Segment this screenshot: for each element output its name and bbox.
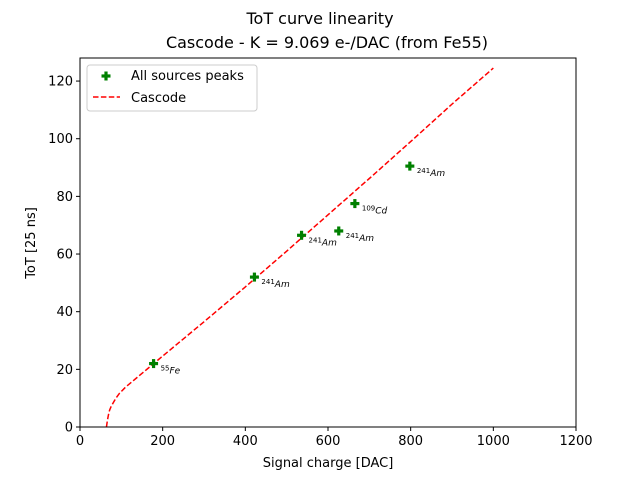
x-tick-label: 1200 bbox=[559, 434, 592, 449]
cascode-curve bbox=[105, 67, 494, 428]
points-layer bbox=[149, 161, 415, 369]
curve-layer bbox=[105, 67, 494, 428]
y-tick-label: 40 bbox=[56, 305, 73, 320]
legend-marker-plus bbox=[101, 71, 111, 81]
data-point-0 bbox=[149, 359, 159, 369]
x-tick-label: 1000 bbox=[477, 434, 510, 449]
point-annotation-3: 241Am bbox=[346, 232, 375, 244]
x-tick-label: 600 bbox=[316, 434, 341, 449]
x-axis-ticks: 0 200 400 600 800 1000 1200 bbox=[76, 427, 593, 449]
y-tick-label: 120 bbox=[48, 75, 73, 90]
annotations-layer: 55Fe 241Am 241Am 241Am 109Cd 241Am bbox=[161, 167, 446, 376]
legend: All sources peaks Cascode bbox=[86, 64, 258, 112]
data-point-5 bbox=[405, 161, 415, 171]
data-point-2 bbox=[297, 230, 307, 240]
y-tick-label: 80 bbox=[56, 190, 73, 205]
legend-label-peaks: All sources peaks bbox=[131, 69, 244, 84]
point-annotation-4: 109Cd bbox=[362, 205, 388, 217]
y-tick-label: 20 bbox=[56, 363, 73, 378]
legend-plus-glyph bbox=[101, 71, 111, 81]
point-annotation-5: 241Am bbox=[417, 167, 446, 179]
chart-title: ToT curve linearity bbox=[245, 9, 393, 28]
data-point-3 bbox=[334, 226, 344, 236]
x-tick-label: 0 bbox=[76, 434, 84, 449]
chart-subtitle: Cascode - K = 9.069 e-/DAC (from Fe55) bbox=[166, 33, 488, 52]
x-tick-label: 200 bbox=[150, 434, 175, 449]
x-tick-label: 400 bbox=[233, 434, 258, 449]
point-annotation-1: 241Am bbox=[261, 278, 290, 290]
point-annotation-0: 55Fe bbox=[161, 365, 181, 377]
point-annotation-2: 241Am bbox=[309, 236, 338, 248]
x-axis-label: Signal charge [DAC] bbox=[263, 456, 394, 471]
y-axis-label: ToT [25 ns] bbox=[24, 207, 39, 280]
y-axis-ticks: 0 20 40 60 80 100 120 bbox=[48, 75, 80, 436]
y-tick-label: 60 bbox=[56, 248, 73, 263]
legend-box bbox=[86, 64, 258, 112]
data-point-1 bbox=[249, 272, 259, 282]
y-tick-label: 100 bbox=[48, 132, 73, 147]
x-tick-label: 800 bbox=[398, 434, 423, 449]
legend-label-cascode: Cascode bbox=[131, 91, 186, 106]
y-tick-label: 0 bbox=[65, 421, 73, 436]
data-point-4 bbox=[350, 199, 360, 209]
